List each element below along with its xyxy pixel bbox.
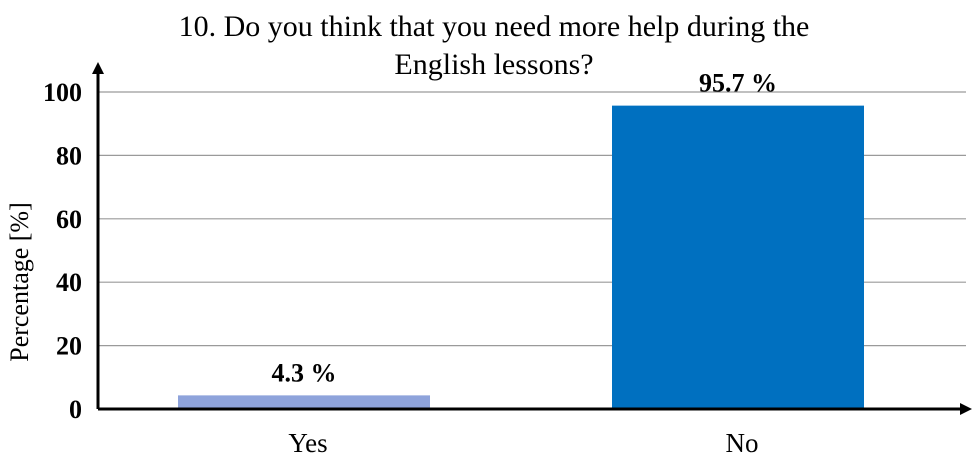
x-axis-arrow [960,403,972,415]
bars [178,105,864,410]
data-label: 95.7 % [699,69,777,98]
y-axis-label: Percentage [%] [5,202,34,362]
bar-yes [178,395,430,409]
data-labels: 4.3 % 95.7 % [272,69,778,388]
chart-title-line-1: 10. Do you think that you need more help… [178,10,810,43]
y-tick-label: 40 [56,268,82,297]
x-category-label: No [726,428,759,454]
y-tick-label: 60 [56,205,82,234]
x-category-label: Yes [288,428,327,454]
x-category-labels: Yes No [288,428,758,454]
axes [92,62,972,415]
y-tick-label: 20 [56,332,82,361]
y-tick-labels: 0 20 40 60 80 100 [43,78,82,424]
chart-title-line-2: English lessons? [394,48,594,81]
y-axis-arrow [92,62,104,74]
data-label: 4.3 % [272,358,337,387]
bar-no [612,105,864,410]
y-tick-label: 100 [43,78,82,107]
y-tick-label: 0 [69,395,82,424]
y-tick-label: 80 [56,141,82,170]
